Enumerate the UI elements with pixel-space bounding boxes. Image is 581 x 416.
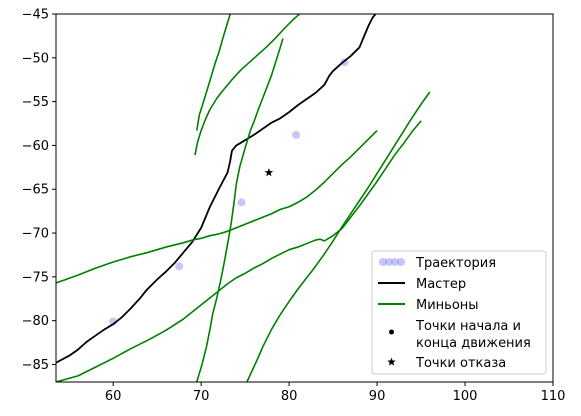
legend-trajectory-dot (385, 258, 393, 266)
minion-line-steep-diagonal (246, 91, 431, 382)
y-tick-label: −70 (22, 227, 49, 242)
legend-frame (371, 250, 547, 375)
x-tick-label: 70 (193, 389, 210, 404)
x-tick-label: 60 (105, 389, 122, 404)
minion-line-outer-left (195, 14, 231, 131)
axes-frame (55, 13, 554, 383)
y-tick-label: −65 (22, 183, 49, 198)
legend: Траектория Мастер Миньоны Точки начала и… (371, 250, 547, 375)
y-tick-label: −45 (22, 8, 49, 23)
legend-label-points-line2: конца движения (416, 336, 531, 351)
legend-marker-trajectory (379, 258, 405, 266)
legend-item-minions: Миньоны (378, 298, 479, 313)
x-tick-label: 110 (541, 389, 566, 404)
trajectory-point (237, 198, 246, 207)
trajectory-point (292, 130, 301, 139)
legend-trajectory-dot (379, 258, 387, 266)
master-line (56, 14, 377, 364)
legend-marker-points (389, 329, 394, 335)
legend-item-master: Мастер (378, 277, 466, 292)
legend-label-points-line1: Точки начала и (415, 319, 521, 334)
x-axis: 60 70 80 90 100 110 (105, 382, 566, 404)
x-tick-label: 80 (281, 389, 298, 404)
legend-label-failure: Точки отказа (415, 356, 506, 371)
legend-label-master: Мастер (416, 277, 466, 292)
y-tick-label: −55 (22, 95, 49, 110)
failure-point (264, 168, 274, 177)
minion-line-upper-curve (194, 14, 301, 156)
legend-trajectory-dot (391, 258, 399, 266)
legend-label-minions: Миньоны (416, 298, 479, 313)
y-axis: −45 −50 −55 −60 −65 −70 −75 −80 −85 (22, 8, 56, 373)
minion-line-inner-upper (56, 129, 378, 284)
x-tick-label: 90 (369, 389, 386, 404)
legend-item-failure: Точки отказа (387, 356, 506, 371)
plot-area (56, 14, 431, 382)
y-tick-label: −60 (22, 139, 49, 154)
x-tick-label: 100 (453, 389, 478, 404)
trajectory-point (175, 262, 184, 271)
legend-trajectory-dot (397, 258, 405, 266)
y-tick-label: −85 (22, 358, 49, 373)
legend-failure-star (387, 357, 396, 366)
legend-marker-failure (387, 357, 396, 366)
y-tick-label: −50 (22, 51, 49, 66)
y-tick-label: −80 (22, 314, 49, 329)
legend-label-trajectory: Траектория (415, 256, 496, 271)
legend-item-trajectory: Траектория (379, 256, 496, 271)
legend-item-points: Точки начала и конца движения (389, 319, 531, 351)
minion-line-left-ridge (195, 38, 284, 382)
minion-line-inner-lower (56, 120, 422, 382)
y-tick-label: −75 (22, 270, 49, 285)
